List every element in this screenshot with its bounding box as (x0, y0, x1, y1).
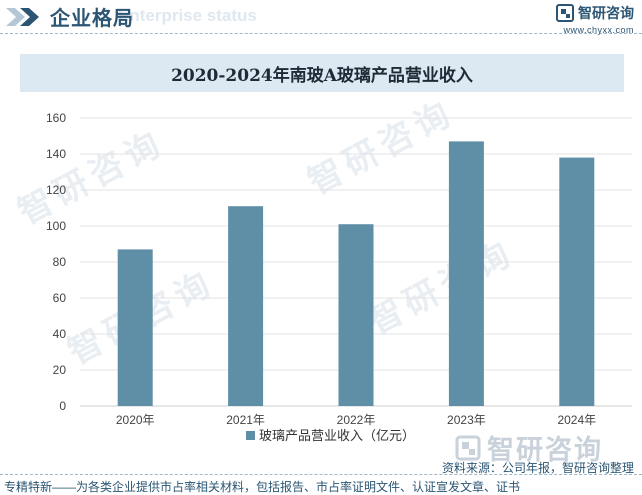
y-tick-label: 60 (53, 291, 67, 305)
y-tick-label: 80 (53, 255, 67, 269)
bar (117, 249, 153, 406)
brand-block: 智研咨询 www.chyxx.com (556, 3, 634, 35)
header-title: 企业格局 (50, 6, 134, 30)
x-tick-label: 2022年 (337, 413, 376, 427)
data-source: 资料来源：公司年报，智研咨询整理 (441, 461, 634, 475)
footer-tagline: 专精特新——为各类企业提供市占率相关材料，包括报告、市占率证明文件、认证宣发文章… (4, 480, 521, 494)
bar-layer (117, 141, 595, 406)
brand-name: 智研咨询 (578, 6, 634, 22)
x-tick-label: 2024年 (557, 413, 596, 427)
double-chevron-icon (6, 8, 39, 26)
legend-swatch (246, 431, 255, 440)
brand-url: www.chyxx.com (563, 25, 634, 35)
footer-logo: 智研咨询 (455, 428, 603, 467)
page-header: Enterprise status 企业格局 智研咨询 www.chyxx.co… (0, 0, 642, 40)
footer-logo-text: 智研咨询 (487, 435, 603, 466)
y-axis-ticks: 0 20 40 60 80 100 120 140 160 (46, 111, 66, 413)
header-subtitle: Enterprise status (118, 6, 257, 25)
y-tick-label: 120 (46, 183, 66, 197)
chart-title-banner: 2020-2024年南玻A玻璃产品营业收入 (20, 54, 624, 92)
y-tick-label: 100 (46, 219, 66, 233)
bar (228, 206, 264, 406)
y-tick-label: 40 (53, 327, 67, 341)
bar (338, 224, 374, 406)
y-tick-label: 140 (46, 147, 66, 161)
x-tick-label: 2020年 (116, 413, 155, 427)
chart-legend: 玻璃产品营业收入（亿元） (246, 429, 415, 444)
brand-logo-icon (556, 4, 574, 22)
x-tick-label: 2021年 (226, 413, 265, 427)
y-tick-label: 20 (53, 363, 67, 377)
legend-label: 玻璃产品营业收入（亿元） (259, 429, 415, 444)
header-divider (0, 33, 642, 34)
footer-divider (0, 474, 642, 475)
y-tick-label: 160 (46, 111, 66, 125)
bar (559, 157, 595, 406)
chart-title: 2020-2024年南玻A玻璃产品营业收入 (171, 65, 473, 86)
bar (448, 141, 484, 406)
y-tick-label: 0 (59, 399, 66, 413)
x-axis-ticks: 2020年 2021年 2022年 2023年 2024年 (116, 413, 596, 427)
x-tick-label: 2023年 (447, 413, 486, 427)
grid-layer (80, 117, 632, 407)
footer-logo-icon (455, 435, 481, 460)
